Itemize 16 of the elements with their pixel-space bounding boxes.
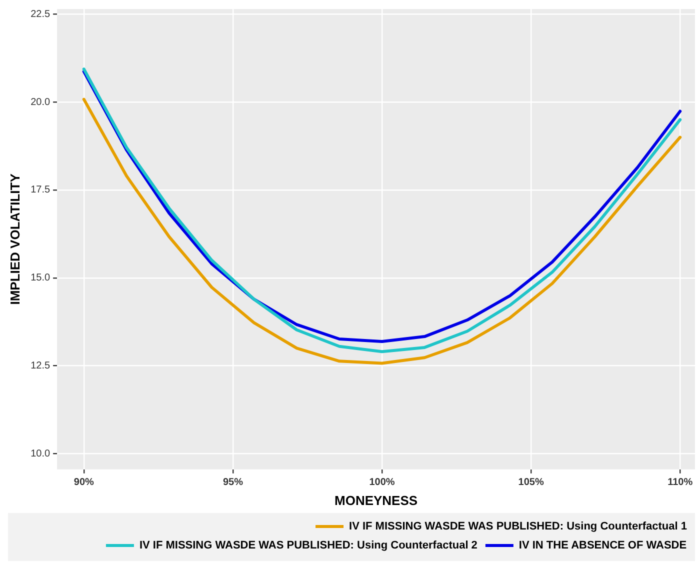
y-tick-label: 15.0	[30, 272, 50, 284]
x-tick-label: 105%	[518, 477, 544, 488]
y-tick-label: 17.5	[30, 184, 50, 196]
x-axis-title: MONEYNESS	[334, 492, 418, 508]
legend-label: IV IN THE ABSENCE OF WASDE	[518, 540, 687, 552]
y-tick-label: 20.0	[30, 96, 50, 108]
x-tick-label: 110%	[668, 477, 693, 488]
y-tick-label: 22.5	[30, 9, 50, 20]
y-tick-label: 10.0	[30, 448, 50, 460]
x-tick-label: 100%	[369, 477, 395, 488]
x-tick-label: 90%	[74, 477, 94, 488]
y-axis-title: IMPLIED VOLATILITY	[7, 173, 22, 305]
legend-label: IV IF MISSING WASDE WAS PUBLISHED: Using Counterfactual 1	[349, 520, 688, 533]
x-tick-label: 95%	[222, 477, 244, 488]
y-tick-label: 12.5	[30, 360, 50, 372]
legend-label: IV IF MISSING WASDE WAS PUBLISHED: Using Counterfactual 2	[139, 540, 478, 552]
